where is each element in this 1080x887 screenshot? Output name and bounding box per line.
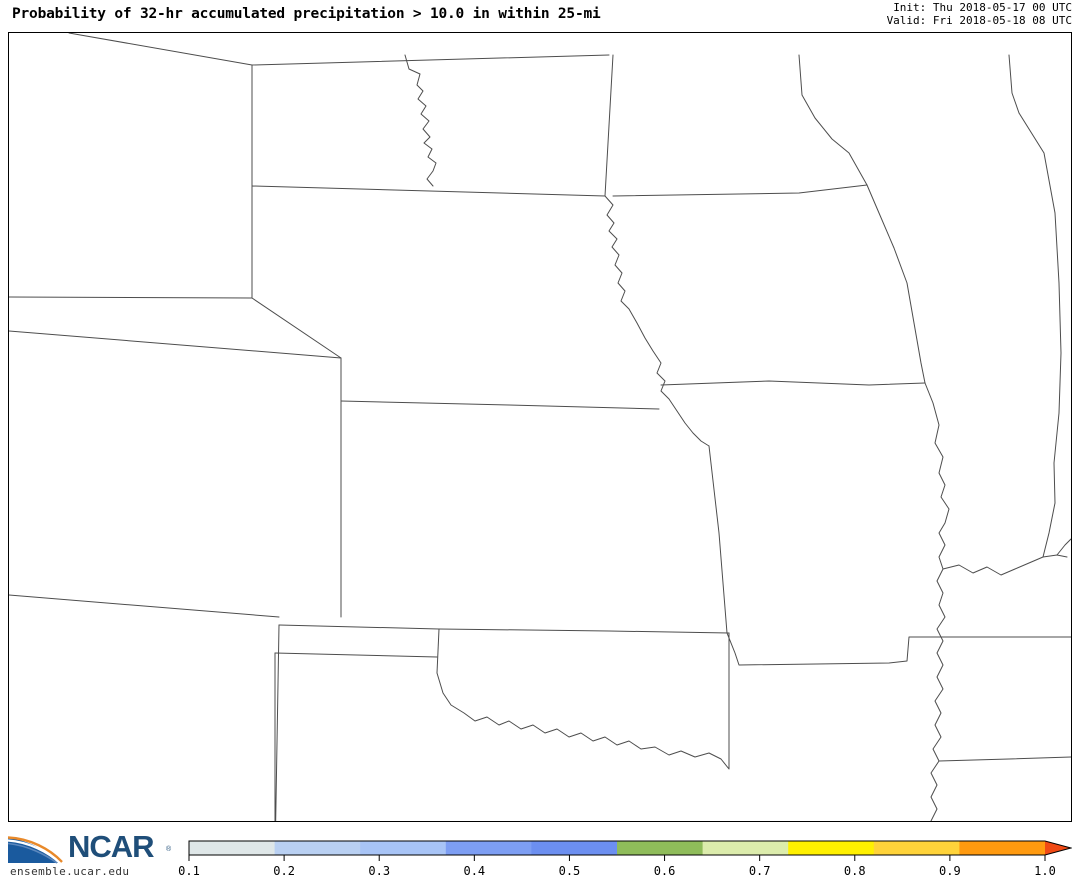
state-border-nd-sd bbox=[251, 185, 606, 197]
colorbar-outline bbox=[188, 840, 1072, 856]
ncar-wordmark: NCAR bbox=[68, 829, 155, 864]
colorbar-band bbox=[531, 841, 618, 855]
header-bar: Probability of 32-hr accumulated precipi… bbox=[0, 0, 1080, 32]
river-red-ok-tx bbox=[436, 632, 730, 770]
colorbar-gradient bbox=[188, 840, 1072, 861]
state-border-wy-ne bbox=[251, 297, 342, 359]
map-panel[interactable] bbox=[8, 32, 1072, 822]
river-mississippi bbox=[924, 382, 950, 821]
colorbar-band bbox=[788, 841, 875, 855]
state-border-ok-panhandle-west bbox=[275, 624, 280, 821]
colorbar-tick-label: 0.5 bbox=[558, 864, 581, 878]
colorbar-band bbox=[702, 841, 789, 855]
colorbar-tick-labels: 0.1 0.2 0.3 0.4 0.5 0.6 0.7 0.8 0.9 1.0 bbox=[178, 864, 1072, 882]
state-border-ia-mo bbox=[660, 380, 926, 386]
river-ohio bbox=[942, 554, 1068, 576]
colorbar-band bbox=[959, 841, 1046, 855]
state-border-wi-il bbox=[866, 184, 926, 384]
state-border-ok-tx-panhandle bbox=[274, 652, 438, 658]
colorbar-tick-label: 0.6 bbox=[653, 864, 676, 878]
footer-bar: NCAR ® ensemble.ucar.edu 0.1 0.2 0.3 0.4 0.5… bbox=[0, 822, 1080, 887]
state-border-mn-wi bbox=[798, 54, 868, 186]
river-missouri bbox=[604, 195, 710, 447]
colorbar-band bbox=[873, 841, 960, 855]
state-border-ar-bottom bbox=[938, 756, 1071, 762]
colorbar-band bbox=[274, 841, 361, 855]
page-title: Probability of 32-hr accumulated precipi… bbox=[12, 6, 601, 22]
colorbar-tick-label: 0.2 bbox=[273, 864, 295, 878]
valid-time-label: Valid: Fri 2018-05-18 08 UTC bbox=[886, 14, 1072, 27]
state-border-in-ky bbox=[1056, 538, 1071, 556]
colorbar-tick-label: 0.9 bbox=[939, 864, 961, 878]
state-border-sd-mn bbox=[604, 54, 614, 197]
colorbar-tick-label: 0.4 bbox=[463, 864, 486, 878]
colorbar-tick-label: 1.0 bbox=[1034, 864, 1056, 878]
river-red-north bbox=[404, 54, 437, 187]
ensemble-url-label: ensemble.ucar.edu bbox=[10, 865, 130, 878]
state-border-il-in bbox=[1042, 462, 1056, 558]
ncar-logo[interactable]: NCAR ® ensemble.ucar.edu bbox=[6, 829, 176, 882]
forecast-time-block: Init: Thu 2018-05-17 00 UTC Valid: Fri 2… bbox=[887, 1, 1072, 27]
state-border-mn-ia bbox=[612, 184, 868, 197]
colorbar-band bbox=[360, 841, 447, 855]
colorbar-band bbox=[617, 841, 704, 855]
state-border-co-nm bbox=[9, 594, 280, 618]
map-boundaries bbox=[9, 33, 1071, 821]
state-border-mt-nd-north bbox=[68, 33, 610, 66]
registered-trademark-icon: ® bbox=[166, 846, 172, 853]
init-time-label: Init: Thu 2018-05-17 00 UTC bbox=[893, 1, 1072, 14]
colorbar-tick-label: 0.8 bbox=[843, 864, 866, 878]
state-border-ne-ks bbox=[340, 400, 660, 410]
colorbar-tick-label: 0.1 bbox=[178, 864, 200, 878]
ncar-logo-mark bbox=[7, 836, 63, 864]
state-border-ok-panhandle-east bbox=[436, 628, 440, 674]
colorbar-extend-arrow-icon bbox=[1045, 841, 1071, 855]
colorbar[interactable]: 0.1 0.2 0.3 0.4 0.5 0.6 0.7 0.8 0.9 1.0 bbox=[178, 840, 1072, 882]
lake-michigan-shore bbox=[1018, 112, 1062, 464]
colorbar-tick-label: 0.7 bbox=[748, 864, 771, 878]
state-border-ks-ok bbox=[278, 624, 730, 634]
state-border-wi-mi bbox=[1008, 54, 1020, 114]
state-border-ks-mo bbox=[708, 445, 728, 634]
colorbar-band bbox=[189, 841, 276, 855]
state-border-mo-ar bbox=[726, 632, 945, 666]
state-border-wy-co bbox=[9, 330, 342, 359]
state-border-mt-wy bbox=[9, 64, 253, 299]
colorbar-band bbox=[445, 841, 532, 855]
colorbar-tick-label: 0.3 bbox=[368, 864, 391, 878]
